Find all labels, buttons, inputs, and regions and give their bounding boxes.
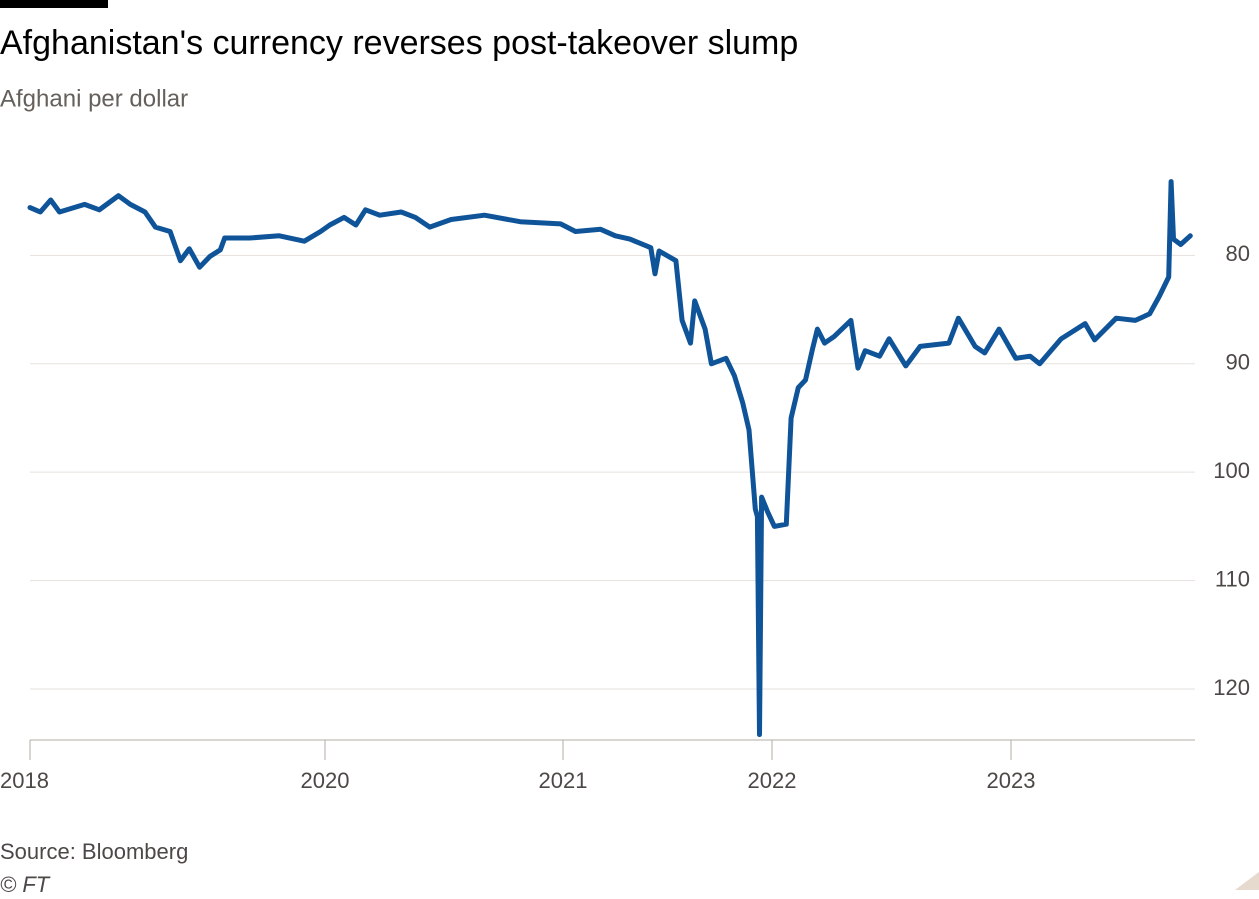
- chart-title: Afghanistan's currency reverses post-tak…: [0, 24, 798, 62]
- series-line: [27, 179, 1193, 738]
- x-tick-label: 2021: [539, 768, 588, 793]
- x-tick-label: 2018: [0, 768, 49, 793]
- x-tick-label: 2020: [301, 768, 350, 793]
- x-tick-label: 2022: [748, 768, 797, 793]
- y-tick-label: 120: [1213, 675, 1250, 700]
- y-tick-label: 80: [1226, 241, 1250, 266]
- chart-subtitle: Afghani per dollar: [0, 85, 188, 112]
- brand-bar: [0, 0, 108, 8]
- corner-mark: [1235, 872, 1259, 890]
- credit: © FT: [0, 872, 51, 897]
- x-tick-label: 2023: [987, 768, 1036, 793]
- y-tick-label: 100: [1213, 458, 1250, 483]
- y-tick-label: 110: [1215, 566, 1250, 591]
- source: Source: Bloomberg: [0, 839, 188, 864]
- y-tick-label: 90: [1226, 350, 1250, 375]
